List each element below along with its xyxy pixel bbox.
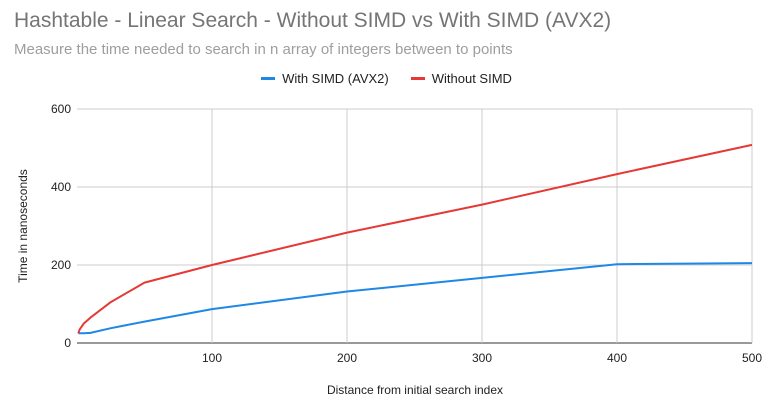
y-tick-label: 200 [51, 258, 71, 272]
tick-layer: 0 200 400 600 100 200 300 400 500 [51, 102, 762, 365]
legend-label-with-simd: With SIMD (AVX2) [282, 71, 389, 86]
x-tick-label: 100 [202, 351, 222, 365]
series-line-1[interactable] [77, 143, 753, 334]
x-tick-label: 200 [337, 351, 357, 365]
legend-item-without-simd[interactable]: Without SIMD [410, 71, 512, 86]
chart-title: Hashtable - Linear Search - Without SIMD… [14, 9, 612, 32]
chart-subtitle: Measure the time needed to search in n a… [14, 41, 513, 58]
y-tick-label: 400 [51, 180, 71, 194]
series-line-0[interactable] [78, 262, 753, 335]
y-tick-label: 0 [64, 336, 71, 350]
series-layer [77, 143, 753, 335]
x-tick-label: 500 [742, 351, 762, 365]
legend-label-without-simd: Without SIMD [431, 71, 512, 86]
x-tick-label: 300 [472, 351, 492, 365]
y-tick-label: 600 [51, 102, 71, 116]
x-axis-title: Distance from initial search index [327, 383, 503, 397]
y-axis-title: Time in nanoseconds [16, 169, 30, 283]
legend: With SIMD (AVX2) Without SIMD [0, 71, 773, 86]
legend-swatch-without-simd [410, 77, 425, 80]
grid-layer [77, 108, 753, 344]
legend-item-with-simd[interactable]: With SIMD (AVX2) [261, 71, 389, 86]
x-tick-label: 400 [607, 351, 627, 365]
legend-swatch-with-simd [261, 77, 276, 80]
